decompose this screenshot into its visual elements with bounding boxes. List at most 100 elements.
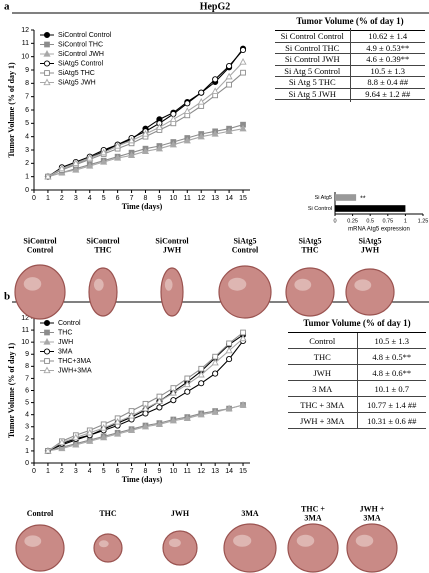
cell: Si Control Control <box>275 28 351 45</box>
photo-label: SiAtg5 <box>233 236 256 245</box>
y-tick-label: 6 <box>25 387 29 394</box>
y-tick-label: 5 <box>25 399 29 406</box>
marker <box>170 397 177 404</box>
marker <box>72 159 80 166</box>
y-tick-label: 12 <box>21 315 29 322</box>
marker <box>169 416 177 424</box>
marker <box>100 148 108 156</box>
marker <box>225 404 233 412</box>
x-tick-label: 7 <box>130 468 134 475</box>
x-tick-label: 8 <box>144 195 148 202</box>
cell: 9.64 ± 1.2 ## <box>365 88 411 99</box>
marker <box>141 422 150 430</box>
y-tick-label: 2 <box>25 160 29 167</box>
marker <box>184 388 191 395</box>
marker <box>155 397 163 405</box>
photo-label: Control <box>27 509 54 518</box>
legend-marker <box>43 319 51 327</box>
marker <box>141 130 150 137</box>
tumor-highlight <box>24 535 42 547</box>
legend-marker <box>43 338 51 345</box>
marker <box>155 144 163 152</box>
marker <box>184 100 191 107</box>
x-tick-label: 13 <box>211 468 219 475</box>
tumor-highlight <box>98 540 109 548</box>
hd: Tumor Volume (% of day 1) <box>288 318 426 333</box>
row: THC + 3MA 10.77 ± 1.4 ## <box>288 396 426 413</box>
x-tick-label: 2 <box>60 195 64 202</box>
marker <box>226 62 233 70</box>
y-tick-label: 1 <box>25 448 29 455</box>
y-tick-label: 3 <box>25 147 29 154</box>
legend-marker <box>44 41 50 48</box>
x-tick-label: 1 <box>404 218 407 224</box>
x-tick-label: 9 <box>157 468 161 475</box>
legend-marker <box>43 50 51 57</box>
legend-label: 3MA <box>58 348 73 355</box>
cell: JWH + 3MA <box>288 412 358 429</box>
x-tick-label: 11 <box>184 468 191 475</box>
y-tick-label: 4 <box>25 134 29 141</box>
cell: 4.6 ± 0.39** <box>366 54 410 65</box>
row: JWH + 3MA 10.31 ± 0.6 ## <box>288 412 426 429</box>
x-axis-label: mRNA Atg5 expression <box>348 227 410 233</box>
legend-marker <box>43 348 51 355</box>
marker <box>169 140 177 148</box>
marker <box>225 346 233 354</box>
marker <box>127 136 136 144</box>
tumor-photo <box>345 268 395 316</box>
cell: Si Atg 5 THC <box>275 74 351 91</box>
y-tick-label: 6 <box>25 107 29 114</box>
x-tick-label: 12 <box>197 195 205 202</box>
y-tick-label: 11 <box>22 327 29 334</box>
marker <box>127 426 136 434</box>
legend-marker <box>44 70 50 76</box>
marker <box>86 162 94 169</box>
legend-label: SiControl Control <box>58 32 112 39</box>
marker <box>198 89 205 96</box>
marker <box>212 353 219 360</box>
marker <box>58 444 66 452</box>
marker <box>114 154 122 161</box>
marker <box>141 404 150 412</box>
marker <box>239 334 247 342</box>
row: JWH 4.8 ± 0.6** <box>288 364 426 381</box>
tumor-photo <box>93 533 123 563</box>
cell: Control <box>288 332 358 349</box>
marker <box>183 414 191 421</box>
x-tick-label: 6 <box>116 468 120 475</box>
legend-marker <box>43 31 51 39</box>
tumor-highlight <box>168 538 181 548</box>
row: 3 MA 10.1 ± 0.7 <box>288 380 426 397</box>
marker <box>183 107 191 114</box>
y-tick-label: 10 <box>21 339 29 346</box>
y-tick-label: 11 <box>22 40 29 47</box>
x-tick-label: 4 <box>88 468 92 475</box>
legend-label: SiAtg5 THC <box>58 70 95 77</box>
y-tick-label: 4 <box>25 412 29 419</box>
y-tick-label: 0 <box>25 460 29 467</box>
marker <box>58 164 66 172</box>
x-tick-label: 0.75 <box>382 218 393 224</box>
legend-marker <box>43 366 51 374</box>
photo-label: THC <box>94 245 112 254</box>
x-tick-label: 0.5 <box>366 218 374 224</box>
legend-marker <box>44 329 50 336</box>
y-tick-label: 0 <box>25 187 29 194</box>
cell: THC + 3MA <box>288 396 358 413</box>
legend-label: SiAtg5 Control <box>58 60 104 67</box>
legend-label: THC+3MA <box>58 358 91 365</box>
y-axis-label: Tumor Volume (% of day 1) <box>7 342 16 438</box>
x-tick-label: 8 <box>144 468 148 475</box>
y-tick-label: 7 <box>25 375 29 382</box>
x-tick-label: 2 <box>60 468 64 475</box>
marker <box>226 81 232 88</box>
y-tick-label: 7 <box>25 94 29 101</box>
marker <box>114 417 122 425</box>
cell: 10.31 ± 0.6 ## <box>367 415 417 426</box>
y-tick-label: 5 <box>25 120 29 127</box>
row: Control 10.5 ± 1.3 <box>288 332 426 349</box>
x-tick-label: 14 <box>225 195 233 202</box>
marker <box>72 433 80 441</box>
